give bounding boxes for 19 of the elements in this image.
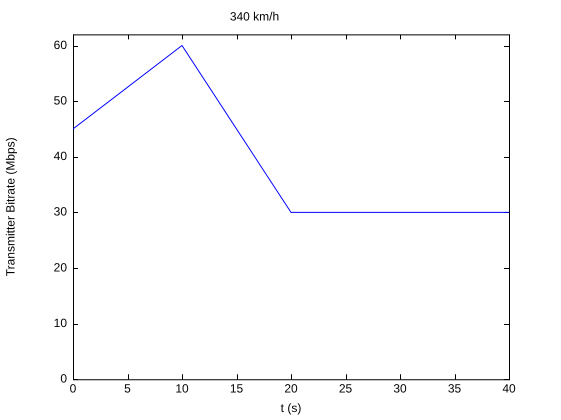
chart-title: 340 km/h <box>230 10 280 24</box>
y-axis-title: Transmitter Bitrate (Mbps) <box>4 137 18 276</box>
x-tick-label: 10 <box>175 382 189 396</box>
x-tick-label: 5 <box>124 382 132 396</box>
x-tick-label: 40 <box>502 382 516 396</box>
y-tick-label: 60 <box>54 38 68 52</box>
x-tick-label: 20 <box>284 382 298 396</box>
y-tick-label: 30 <box>54 204 68 219</box>
x-tick-label: 35 <box>448 382 462 396</box>
y-tick-label: 40 <box>54 149 68 164</box>
y-tick-label: 10 <box>54 316 68 330</box>
x-axis-title: t (s) <box>280 401 302 416</box>
y-tick-label: 50 <box>54 93 68 108</box>
x-tick-label: 25 <box>338 382 352 396</box>
y-tick-label: 0 <box>60 372 68 386</box>
x-tick-label: 0 <box>70 382 77 396</box>
x-tick-label: 15 <box>230 382 244 396</box>
x-tick-label: 30 <box>393 382 407 396</box>
y-tick-label: 20 <box>54 260 68 274</box>
